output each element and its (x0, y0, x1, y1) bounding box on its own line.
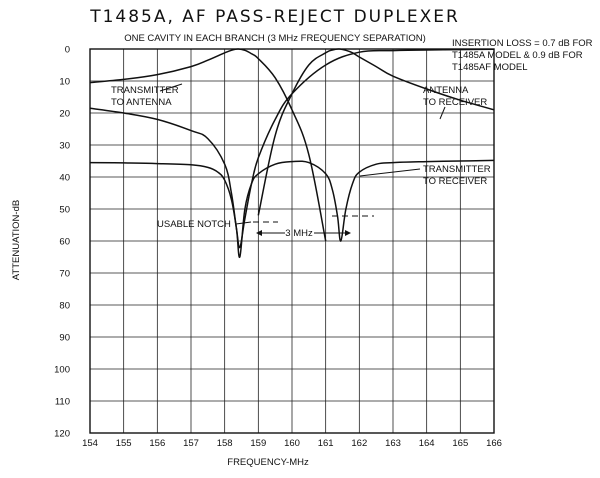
separation-arrow-left (256, 230, 262, 236)
leader-transmitter-to-antenna (159, 83, 183, 92)
series-line-4 (257, 48, 495, 216)
curves (89, 48, 495, 258)
series-line-2 (89, 48, 495, 249)
leader-transmitter-to-receiver (359, 168, 421, 177)
label-transmitter-to-receiver-2: TO RECEIVER (423, 176, 487, 187)
x-tick-label: 156 (149, 438, 165, 449)
x-tick-label: 157 (183, 438, 199, 449)
x-axis-label: FREQUENCY-MHz (227, 457, 309, 468)
plot-frame (89, 48, 495, 434)
y-tick-label: 80 (59, 301, 70, 312)
chart-subtitle: ONE CAVITY IN EACH BRANCH (3 MHz FREQUEN… (124, 33, 426, 44)
leader-usable-notch (235, 221, 252, 225)
x-tick-label: 165 (452, 438, 468, 449)
insertion-loss-note-line-1: INSERTION LOSS = 0.7 dB FOR (452, 38, 593, 49)
y-tick-label: 40 (59, 173, 70, 184)
x-tick-label: 158 (217, 438, 233, 449)
x-tick-label: 161 (318, 438, 334, 449)
annotation-leaders (159, 83, 446, 236)
x-tick-label: 166 (486, 438, 502, 449)
y-tick-label: 90 (59, 333, 70, 344)
y-tick-label: 20 (59, 109, 70, 120)
y-axis-label: ATTENUATION-dB (11, 200, 22, 280)
y-tick-label: 110 (55, 397, 70, 408)
y-tick-label: 10 (59, 77, 70, 88)
x-tick-label: 164 (419, 438, 435, 449)
label-antenna-to-receiver-1: ANTENNA (423, 85, 469, 96)
label-transmitter-to-antenna-2: TO ANTENNA (111, 97, 172, 108)
separation-arrow-right (345, 230, 351, 236)
grid (89, 48, 495, 434)
series-line-1 (89, 48, 327, 242)
label-transmitter-to-receiver-1: TRANSMITTER (423, 164, 491, 175)
label-transmitter-to-antenna-1: TRANSMITTER (111, 85, 179, 96)
x-tick-label: 159 (250, 438, 266, 449)
insertion-loss-note-line-3: T1485AF MODEL (452, 62, 528, 73)
y-tick-label: 100 (54, 365, 70, 376)
tick-labels: 154 155 156 157 158 159 160 161 162 163 164 165 166 0… (54, 45, 502, 450)
y-tick-label: 60 (59, 237, 70, 248)
leader-antenna-to-receiver (439, 106, 446, 120)
y-tick-label: 70 (59, 269, 70, 280)
insertion-loss-note-line-2: T1485A MODEL & 0.9 dB FOR (452, 50, 583, 61)
x-tick-label: 154 (82, 438, 98, 449)
x-tick-label: 163 (385, 438, 401, 449)
y-tick-label: 120 (54, 429, 70, 440)
label-usable-notch: USABLE NOTCH (157, 219, 231, 230)
label-antenna-to-receiver-2: TO RECEIVER (423, 97, 487, 108)
chart-title: T1485A, AF PASS-REJECT DUPLEXER (89, 7, 460, 27)
label-3mhz-separation: 3 MHz (285, 228, 313, 239)
x-tick-label: 160 (284, 438, 300, 449)
series-line-3 (89, 159, 495, 258)
y-tick-label: 0 (65, 45, 70, 56)
x-tick-label: 155 (116, 438, 132, 449)
x-tick-label: 162 (351, 438, 367, 449)
y-tick-label: 50 (59, 205, 70, 216)
y-tick-label: 30 (59, 141, 70, 152)
